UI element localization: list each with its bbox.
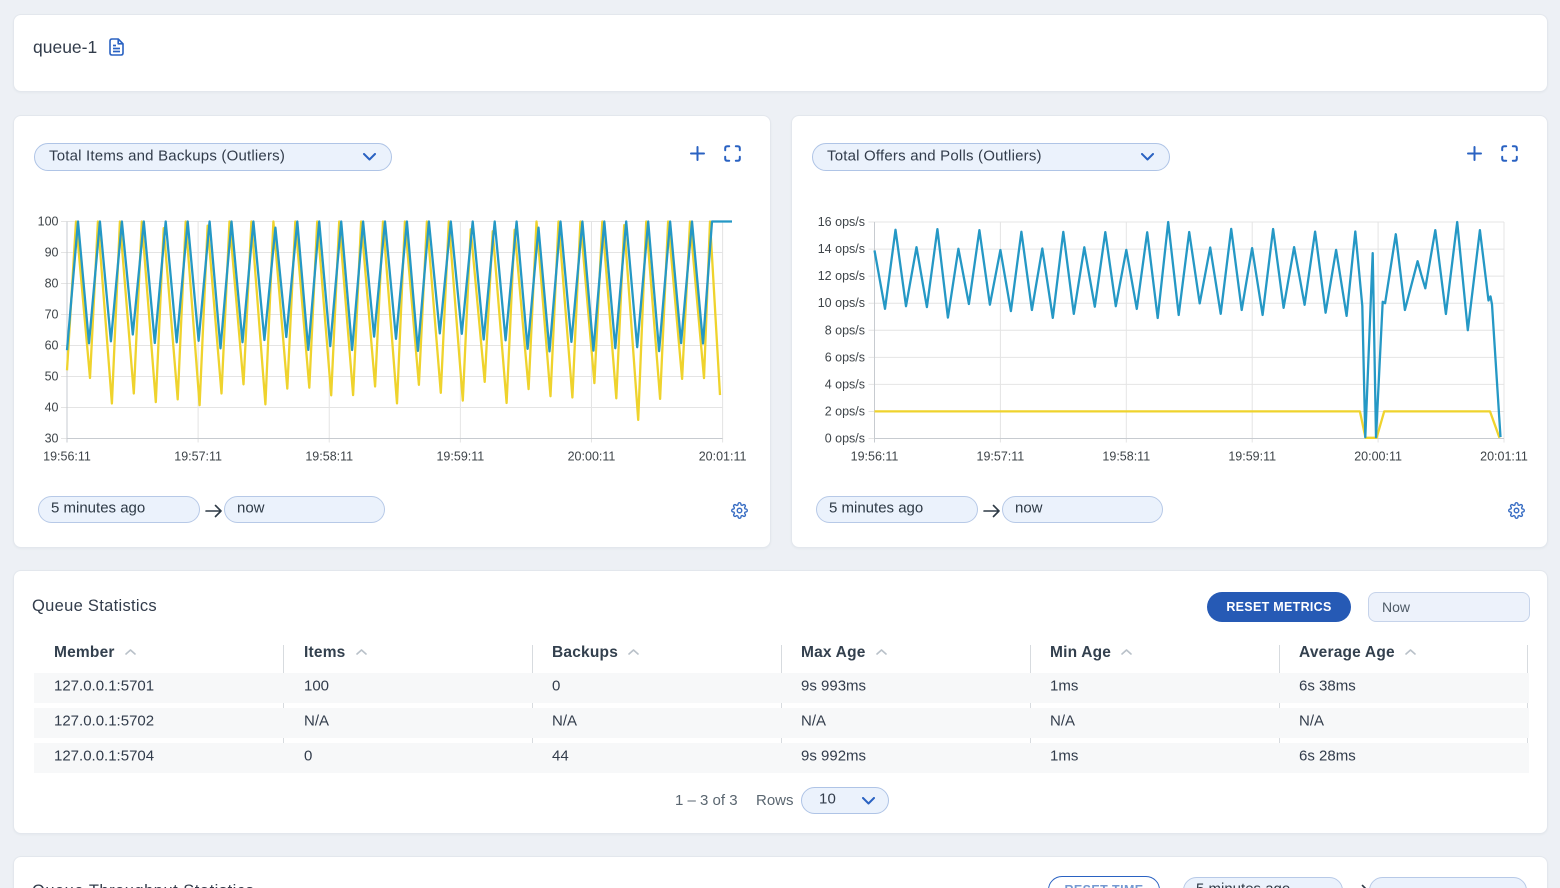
svg-text:19:58:11: 19:58:11 bbox=[1102, 450, 1150, 464]
svg-text:4 ops/s: 4 ops/s bbox=[825, 377, 865, 391]
svg-text:14 ops/s: 14 ops/s bbox=[818, 242, 865, 256]
svg-text:30: 30 bbox=[45, 432, 59, 446]
svg-text:8 ops/s: 8 ops/s bbox=[825, 323, 865, 337]
svg-text:2 ops/s: 2 ops/s bbox=[825, 404, 865, 418]
svg-text:19:57:11: 19:57:11 bbox=[174, 450, 222, 464]
svg-text:6 ops/s: 6 ops/s bbox=[825, 350, 865, 364]
svg-text:50: 50 bbox=[45, 370, 59, 384]
svg-text:19:58:11: 19:58:11 bbox=[305, 450, 353, 464]
svg-text:19:59:11: 19:59:11 bbox=[1228, 450, 1276, 464]
svg-text:10 ops/s: 10 ops/s bbox=[818, 296, 865, 310]
svg-text:20:00:11: 20:00:11 bbox=[568, 450, 616, 464]
svg-text:90: 90 bbox=[45, 246, 59, 260]
svg-text:0 ops/s: 0 ops/s bbox=[825, 432, 865, 446]
svg-text:20:01:11: 20:01:11 bbox=[699, 450, 747, 464]
svg-text:19:56:11: 19:56:11 bbox=[851, 450, 899, 464]
svg-text:19:56:11: 19:56:11 bbox=[43, 450, 91, 464]
svg-text:19:57:11: 19:57:11 bbox=[977, 450, 1025, 464]
svg-text:20:00:11: 20:00:11 bbox=[1354, 450, 1402, 464]
svg-text:40: 40 bbox=[45, 401, 59, 415]
svg-text:80: 80 bbox=[45, 277, 59, 291]
svg-text:20:01:11: 20:01:11 bbox=[1480, 450, 1528, 464]
svg-text:100: 100 bbox=[38, 215, 59, 229]
svg-text:70: 70 bbox=[45, 308, 59, 322]
svg-text:12 ops/s: 12 ops/s bbox=[818, 269, 865, 283]
svg-text:16 ops/s: 16 ops/s bbox=[818, 215, 865, 229]
svg-text:60: 60 bbox=[45, 339, 59, 353]
svg-text:19:59:11: 19:59:11 bbox=[436, 450, 484, 464]
